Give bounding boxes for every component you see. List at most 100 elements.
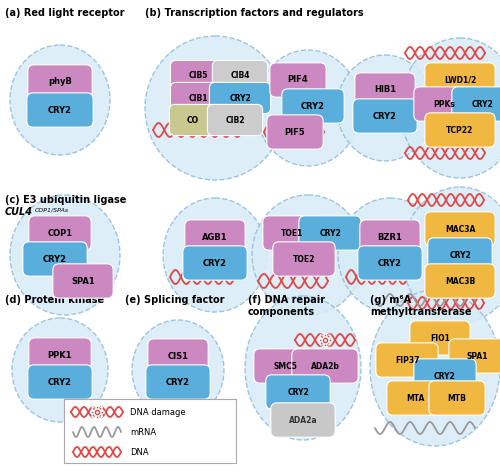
Text: CUL4: CUL4 <box>5 207 33 217</box>
Text: PPKs: PPKs <box>433 99 455 108</box>
Text: COP1: COP1 <box>48 228 72 237</box>
Ellipse shape <box>252 195 364 315</box>
FancyBboxPatch shape <box>29 216 91 250</box>
Text: CRY2: CRY2 <box>449 251 471 260</box>
Ellipse shape <box>163 198 267 312</box>
FancyBboxPatch shape <box>28 365 92 399</box>
Text: CRY2: CRY2 <box>287 387 309 396</box>
Text: CRY2: CRY2 <box>48 377 72 386</box>
Text: CRY2: CRY2 <box>301 102 325 111</box>
Text: FIO1: FIO1 <box>430 333 450 342</box>
FancyBboxPatch shape <box>210 82 270 114</box>
FancyBboxPatch shape <box>449 339 500 373</box>
FancyBboxPatch shape <box>212 61 268 92</box>
Text: BZR1: BZR1 <box>378 233 402 242</box>
FancyBboxPatch shape <box>28 65 92 99</box>
Ellipse shape <box>337 55 433 161</box>
Ellipse shape <box>400 38 500 178</box>
FancyBboxPatch shape <box>29 338 91 372</box>
Text: (a) Red light receptor: (a) Red light receptor <box>5 8 124 18</box>
Text: LWD1/2: LWD1/2 <box>444 76 476 85</box>
Ellipse shape <box>245 296 361 440</box>
FancyBboxPatch shape <box>170 82 226 114</box>
Text: CIB4: CIB4 <box>230 71 250 80</box>
FancyBboxPatch shape <box>270 63 326 97</box>
FancyBboxPatch shape <box>148 339 208 373</box>
FancyBboxPatch shape <box>414 359 476 393</box>
FancyBboxPatch shape <box>376 343 438 377</box>
FancyBboxPatch shape <box>360 220 420 254</box>
Text: (b) Transcription factors and regulators: (b) Transcription factors and regulators <box>145 8 364 18</box>
Text: CIB1: CIB1 <box>188 94 208 103</box>
Ellipse shape <box>10 45 110 155</box>
FancyBboxPatch shape <box>263 216 321 250</box>
Text: PIF5: PIF5 <box>284 128 306 137</box>
Text: (f) DNA repair
components: (f) DNA repair components <box>248 295 325 317</box>
FancyBboxPatch shape <box>410 321 470 355</box>
Text: CRY2: CRY2 <box>229 94 251 103</box>
FancyBboxPatch shape <box>146 365 210 399</box>
Text: SPA1: SPA1 <box>71 277 95 286</box>
Ellipse shape <box>145 36 285 180</box>
Text: DNA: DNA <box>130 447 148 456</box>
Text: SMC5: SMC5 <box>273 361 297 370</box>
Text: FIP37: FIP37 <box>395 356 419 365</box>
FancyBboxPatch shape <box>425 212 495 246</box>
Text: CRY2: CRY2 <box>48 105 72 114</box>
FancyBboxPatch shape <box>53 264 113 298</box>
FancyBboxPatch shape <box>170 105 216 136</box>
Text: CIB2: CIB2 <box>225 115 245 124</box>
Text: CIB5: CIB5 <box>188 71 208 80</box>
Text: ADA2b: ADA2b <box>310 361 340 370</box>
Text: CO: CO <box>187 115 199 124</box>
Ellipse shape <box>338 198 442 312</box>
Text: AGB1: AGB1 <box>202 233 228 242</box>
Ellipse shape <box>402 187 500 323</box>
Text: MAC3B: MAC3B <box>445 277 475 286</box>
FancyBboxPatch shape <box>27 93 93 127</box>
Text: CIS1: CIS1 <box>168 351 188 360</box>
FancyBboxPatch shape <box>429 381 485 415</box>
Text: mRNA: mRNA <box>130 428 156 437</box>
Ellipse shape <box>256 50 360 166</box>
Text: PPK1: PPK1 <box>48 350 72 359</box>
Text: CRY2: CRY2 <box>378 259 402 268</box>
Text: CRY2: CRY2 <box>43 254 67 263</box>
Text: HIB1: HIB1 <box>374 86 396 95</box>
Text: CRY2: CRY2 <box>166 377 190 386</box>
FancyBboxPatch shape <box>425 113 495 147</box>
FancyBboxPatch shape <box>299 216 361 250</box>
FancyBboxPatch shape <box>358 246 422 280</box>
FancyBboxPatch shape <box>282 89 344 123</box>
Text: PIF4: PIF4 <box>288 76 308 85</box>
FancyBboxPatch shape <box>254 349 316 383</box>
Text: DNA damage: DNA damage <box>130 408 186 417</box>
FancyBboxPatch shape <box>425 264 495 298</box>
Text: ADA2a: ADA2a <box>288 415 318 424</box>
Text: MTA: MTA <box>406 394 424 403</box>
FancyBboxPatch shape <box>185 220 245 254</box>
FancyBboxPatch shape <box>183 246 247 280</box>
FancyBboxPatch shape <box>452 87 500 121</box>
FancyBboxPatch shape <box>267 115 323 149</box>
FancyBboxPatch shape <box>428 238 492 272</box>
Ellipse shape <box>370 290 500 446</box>
Text: COP1/SPAs: COP1/SPAs <box>35 207 69 212</box>
FancyBboxPatch shape <box>355 73 415 107</box>
Text: CRY2: CRY2 <box>434 371 456 380</box>
Text: SPA1: SPA1 <box>466 351 488 360</box>
FancyBboxPatch shape <box>64 399 236 463</box>
FancyBboxPatch shape <box>425 63 495 97</box>
FancyBboxPatch shape <box>353 99 417 133</box>
FancyBboxPatch shape <box>271 403 335 437</box>
Text: TOE2: TOE2 <box>293 254 315 263</box>
Text: CRY2: CRY2 <box>373 112 397 121</box>
Text: MAC3A: MAC3A <box>445 225 475 234</box>
Text: phyB: phyB <box>48 78 72 87</box>
FancyBboxPatch shape <box>208 105 262 136</box>
Text: (g) m⁶A
methyltransferase: (g) m⁶A methyltransferase <box>370 295 472 317</box>
Text: TCP22: TCP22 <box>446 125 473 134</box>
FancyBboxPatch shape <box>292 349 358 383</box>
FancyBboxPatch shape <box>414 87 474 121</box>
Text: TOE1: TOE1 <box>281 228 303 237</box>
